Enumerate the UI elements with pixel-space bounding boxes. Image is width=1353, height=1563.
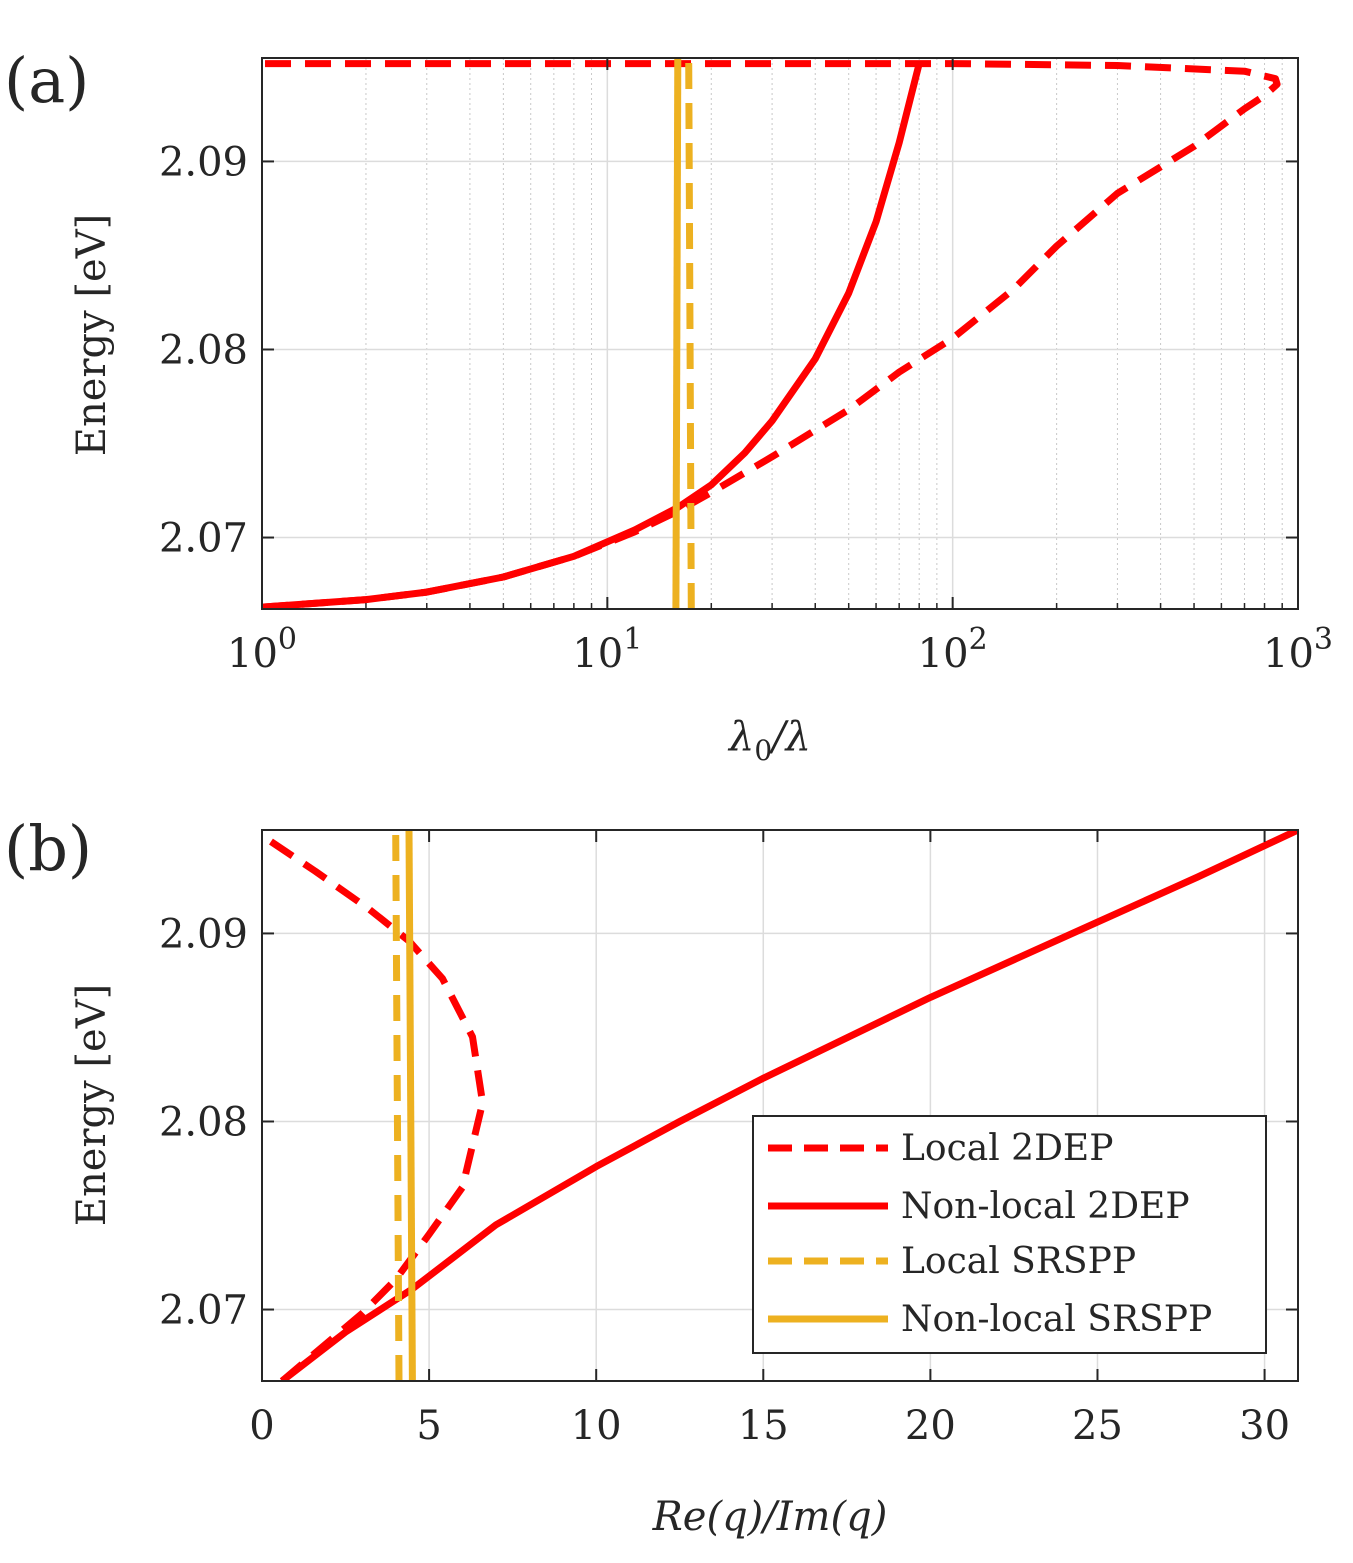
series-line-b-non-local-2dep	[279, 830, 1298, 1381]
x-axis-title-b: Re(q)/Im(q)	[652, 1494, 888, 1540]
y-tick-label: 2.08	[159, 327, 248, 373]
legend-box	[752, 1115, 1267, 1354]
series-line-b-non-local-srspp	[405, 830, 416, 1381]
y-axis-title-b: Energy [eV]	[69, 984, 115, 1226]
y-tick-label: 2.08	[159, 1099, 248, 1145]
ticks-b: 0 5 10 15 20 25 30 2.07 2.08 2.09	[159, 830, 1298, 1449]
x-tick-label: 0	[249, 1403, 274, 1449]
legend: Local 2DEP Non-local 2DEP Local SRSPP No…	[752, 1115, 1267, 1354]
x-tick-label: 103	[1263, 622, 1333, 677]
panel-label-b: (b)	[4, 812, 92, 885]
ticks-a: 100 101 102 103 2.07 2.08 2.09	[159, 58, 1333, 677]
x-tick-label: 25	[1072, 1403, 1123, 1449]
panel-b: 0 5 10 15 20 25 30 2.07 2.08 2.09 (b) Re(q)/Im(q)…	[4, 812, 1299, 1540]
plot-area-a	[262, 58, 1298, 609]
x-tick-label: 100	[227, 622, 297, 677]
legend-label-nonlocal-2dep: Non-local 2DEP	[901, 1186, 1190, 1227]
panel-a: 100 101 102 103 2.07 2.08 2.09 (a) λ0/λ Energy…	[4, 44, 1333, 767]
series-group-a	[262, 58, 1281, 609]
series-line-a-non-local-srspp	[672, 58, 682, 609]
x-tick-label: 30	[1239, 1403, 1290, 1449]
panel-label-a: (a)	[4, 44, 89, 117]
legend-label-local-srspp: Local SRSPP	[901, 1241, 1136, 1282]
x-tick-label: 15	[738, 1403, 789, 1449]
y-axis-title-a: Energy [eV]	[69, 214, 115, 456]
series-group-b	[262, 830, 1298, 1381]
y-tick-label: 2.07	[159, 516, 248, 562]
y-tick-label: 2.09	[159, 911, 248, 957]
x-tick-label: 20	[905, 1403, 956, 1449]
series-line-b-local-srspp	[392, 830, 403, 1381]
y-tick-label: 2.09	[159, 139, 248, 185]
grid-a	[261, 58, 1299, 609]
x-axis-title-a: λ0/λ	[727, 714, 811, 767]
x-tick-label: 102	[918, 622, 988, 677]
y-tick-label: 2.07	[159, 1288, 248, 1334]
legend-label-local-2dep: Local 2DEP	[901, 1128, 1113, 1169]
series-line-a-non-local-2dep	[262, 62, 923, 609]
x-tick-label: 10	[571, 1403, 622, 1449]
series-line-b-local-2dep	[262, 832, 487, 1381]
legend-label-nonlocal-srspp: Non-local SRSPP	[901, 1299, 1212, 1340]
x-tick-label: 101	[572, 622, 642, 677]
axes-box-a	[261, 57, 1299, 610]
axes-box-b	[261, 829, 1299, 1382]
series-line-a-local-srspp	[685, 58, 695, 609]
x-tick-label: 5	[416, 1403, 441, 1449]
